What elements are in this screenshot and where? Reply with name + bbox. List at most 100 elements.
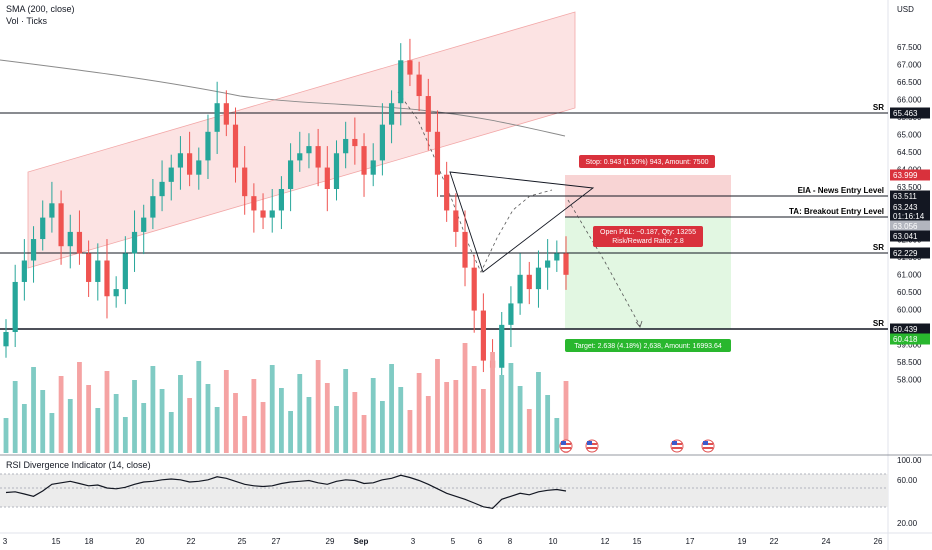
- sma-indicator-title[interactable]: SMA (200, close): [6, 4, 75, 14]
- volume-bar: [416, 373, 422, 453]
- candle-body: [287, 160, 294, 190]
- rsi-indicator-title[interactable]: RSI Divergence Indicator (14, close): [6, 460, 151, 470]
- candle-body: [535, 267, 542, 290]
- time-tick-label: 26: [874, 537, 883, 546]
- volume-bar: [389, 364, 394, 453]
- triangle-pattern[interactable]: [449, 171, 595, 273]
- candle-body: [352, 138, 358, 147]
- volume-bar: [343, 369, 349, 453]
- time-tick-label: 6: [478, 537, 483, 546]
- candle-body: [150, 196, 156, 218]
- candle-body: [159, 181, 165, 197]
- volume-bar: [379, 401, 385, 453]
- news-event-markers[interactable]: [559, 439, 715, 453]
- volume-bar: [334, 406, 339, 453]
- price-tick-label: 60.500: [897, 288, 922, 297]
- time-axis[interactable]: 3 15 18 20 22 25 27 29 Sep 3 5 6 8 10 12 15 17 19 22 24 26: [3, 537, 883, 546]
- price-tick-label: 60.000: [897, 306, 922, 315]
- volume-indicator-title[interactable]: Vol · Ticks: [6, 16, 48, 26]
- candle-body: [95, 260, 101, 282]
- price-tag: [890, 210, 930, 222]
- volume-bar: [324, 383, 330, 453]
- price-tag-text: 01:16:14: [893, 212, 925, 221]
- stop-info-box[interactable]: Stop: 0.943 (1.50%) 943, Amount: 7500: [579, 155, 715, 168]
- time-tick-label: 5: [451, 537, 456, 546]
- us-flag-icon[interactable]: [559, 439, 573, 453]
- time-tick-label: 10: [549, 537, 558, 546]
- price-tag-text: 63.999: [893, 171, 918, 180]
- price-tag-text: 63.056: [893, 222, 918, 231]
- candle-body: [333, 153, 340, 190]
- volume-bar: [315, 360, 321, 453]
- candle-body: [278, 189, 285, 211]
- candle-body: [398, 60, 404, 104]
- candle-body: [223, 103, 229, 125]
- volume-bar: [471, 366, 477, 453]
- candle-body: [40, 217, 46, 240]
- volume-bar: [251, 379, 257, 453]
- volume-bar: [21, 404, 27, 453]
- candle-body: [21, 260, 27, 282]
- candle-body: [444, 174, 450, 211]
- volume-bar: [104, 371, 110, 453]
- price-tick-label: 66.500: [897, 78, 922, 87]
- candle-body: [251, 196, 257, 211]
- price-tag: [890, 230, 930, 242]
- open-pnl-box[interactable]: Open P&L: −0.187, Qty: 13255 Risk/Reward…: [593, 226, 703, 247]
- candle-body: [168, 167, 174, 182]
- volume-bar: [480, 389, 486, 453]
- time-tick-label: 12: [601, 537, 610, 546]
- target-info-box[interactable]: Target: 2.638 (4.18%) 2,638, Amount: 169…: [565, 339, 731, 352]
- volume-bar: [214, 407, 220, 453]
- candle-body: [3, 332, 9, 347]
- us-flag-icon[interactable]: [670, 439, 684, 453]
- candle-body: [388, 103, 395, 125]
- candle-body: [434, 131, 441, 175]
- time-tick-label: 27: [272, 537, 281, 546]
- ta-label: TA: Breakout Entry Level: [789, 207, 884, 216]
- rsi-band: [0, 474, 888, 507]
- ascending-channel[interactable]: [27, 11, 576, 269]
- candle-body: [187, 153, 193, 175]
- volume-bar: [462, 343, 468, 453]
- candle-body: [425, 96, 431, 132]
- volume-bar: [526, 409, 532, 453]
- sr-label: SR: [873, 319, 884, 328]
- projection-dashed: [567, 199, 641, 327]
- sma-200-line: [0, 59, 566, 137]
- volume-bar: [168, 412, 174, 453]
- volume-bar: [398, 387, 404, 453]
- price-tick-label: 58.000: [897, 376, 922, 385]
- eia-label: EIA - News Entry Level: [798, 186, 884, 195]
- volume-bar: [31, 367, 36, 453]
- time-tick-label: 18: [85, 537, 94, 546]
- candle-body: [232, 124, 239, 168]
- candle-body: [86, 253, 92, 282]
- candle-body: [324, 167, 330, 190]
- candle-body: [177, 153, 184, 168]
- candle-body: [205, 131, 211, 161]
- candle-body: [379, 124, 385, 161]
- us-flag-icon[interactable]: [585, 439, 599, 453]
- candle-body: [480, 310, 486, 361]
- candle-body: [67, 231, 73, 247]
- sr-label: SR: [873, 103, 884, 112]
- price-tag: [890, 190, 930, 202]
- time-tick-label: Sep: [354, 537, 369, 546]
- volume-bar: [260, 402, 266, 453]
- price-tag: [890, 220, 930, 232]
- stop-info-text: Stop: 0.943 (1.50%) 943, Amount: 7500: [586, 159, 709, 166]
- us-flag-icon[interactable]: [701, 439, 715, 453]
- volume-bar: [113, 394, 119, 453]
- volume-bar: [3, 418, 9, 453]
- volume-bar: [187, 398, 193, 453]
- price-tag-text: 65.463: [893, 109, 918, 118]
- sr-label: SR: [873, 243, 884, 252]
- price-tag: [890, 247, 930, 259]
- candle-body: [297, 153, 303, 161]
- volume-bar: [196, 361, 202, 453]
- volume-bar: [67, 399, 73, 453]
- volume-bar: [58, 376, 64, 453]
- time-tick-label: 22: [187, 537, 196, 546]
